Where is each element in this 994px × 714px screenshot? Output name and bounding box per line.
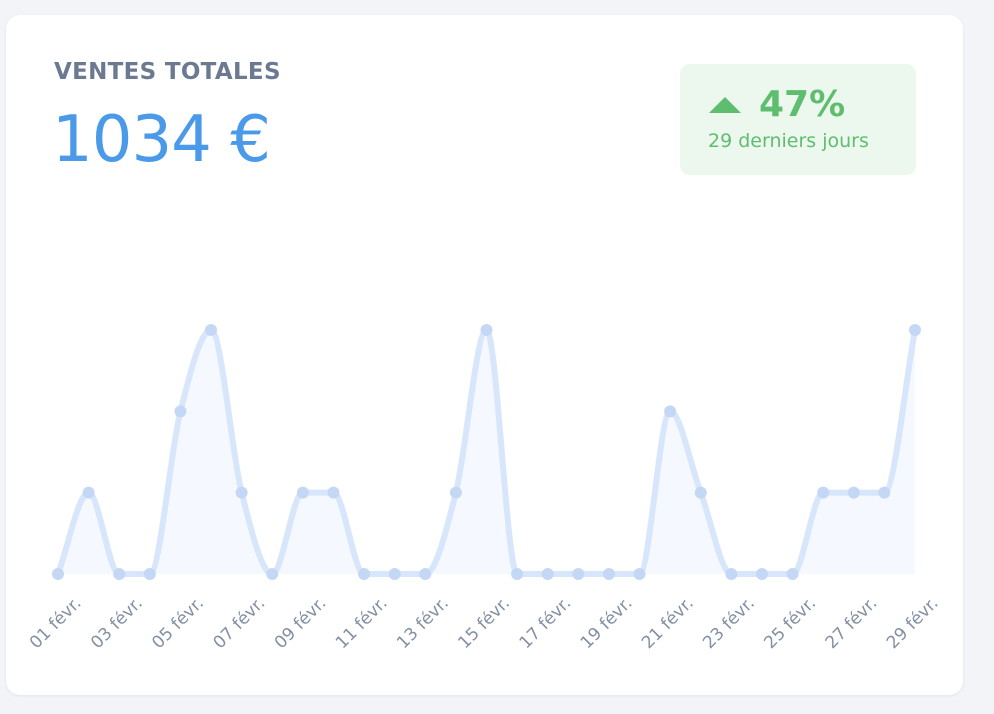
chart-point-7 xyxy=(235,486,248,499)
x-tick-label: 23 févr. xyxy=(699,593,759,653)
growth-badge-row: 47% xyxy=(709,84,845,125)
chart-point-27 xyxy=(847,486,860,499)
chart-point-20 xyxy=(633,568,646,580)
chart-points xyxy=(52,324,921,580)
chart-point-5 xyxy=(174,405,187,418)
chart-point-26 xyxy=(817,486,830,499)
chart-point-13 xyxy=(419,568,432,580)
chart-point-1 xyxy=(52,568,64,580)
x-tick-label: 11 févr. xyxy=(332,593,392,653)
chart-point-14 xyxy=(449,486,462,499)
card-title: VENTES TOTALES xyxy=(54,59,281,85)
chart-point-22 xyxy=(694,486,707,499)
chart-point-19 xyxy=(602,568,615,580)
chart-point-6 xyxy=(205,324,218,336)
chart-point-21 xyxy=(664,405,677,418)
x-tick-label: 07 févr. xyxy=(210,593,270,653)
chart-point-25 xyxy=(786,568,799,580)
x-tick-label: 17 févr. xyxy=(516,593,576,653)
chart-point-3 xyxy=(113,568,126,580)
x-tick-label: 15 févr. xyxy=(454,593,514,653)
x-tick-label: 05 févr. xyxy=(148,593,208,653)
chart-point-15 xyxy=(480,324,493,336)
chart-point-16 xyxy=(511,568,524,580)
chart-point-9 xyxy=(296,486,309,499)
x-tick-label: 25 févr. xyxy=(760,593,820,653)
chart-point-2 xyxy=(82,486,95,499)
chart-point-8 xyxy=(266,568,279,580)
chart-point-12 xyxy=(388,568,401,580)
chart-point-18 xyxy=(572,568,585,580)
chart-point-11 xyxy=(358,568,371,580)
chart-point-4 xyxy=(143,568,156,580)
x-tick-label: 03 févr. xyxy=(87,593,147,653)
chart-point-28 xyxy=(878,486,891,499)
x-tick-label: 27 févr. xyxy=(822,593,882,653)
x-tick-label: 19 févr. xyxy=(577,593,637,653)
sales-total: 1034 € xyxy=(52,103,271,177)
x-tick-label: 09 févr. xyxy=(271,593,331,653)
x-tick-label: 21 févr. xyxy=(638,593,698,653)
x-tick-label: 29 févr. xyxy=(883,593,943,653)
sales-card: VENTES TOTALES 1034 € 47% 29 derniers jo… xyxy=(6,15,963,695)
x-tick-label: 13 févr. xyxy=(393,593,453,653)
chart-point-10 xyxy=(327,486,340,499)
triangle-up-icon xyxy=(709,96,741,113)
growth-badge: 47% 29 derniers jours xyxy=(680,64,916,175)
x-axis-ticks: 01 févr. 03 févr. 05 févr. 07 févr. 09 févr.… xyxy=(26,593,943,653)
growth-period: 29 derniers jours xyxy=(708,130,869,152)
x-tick-label: 01 févr. xyxy=(26,593,86,653)
chart-area xyxy=(58,330,915,574)
chart-point-17 xyxy=(541,568,554,580)
growth-percent: 47% xyxy=(759,84,846,125)
chart-point-23 xyxy=(725,568,738,580)
chart-point-29 xyxy=(909,324,921,336)
chart-point-24 xyxy=(755,568,768,580)
